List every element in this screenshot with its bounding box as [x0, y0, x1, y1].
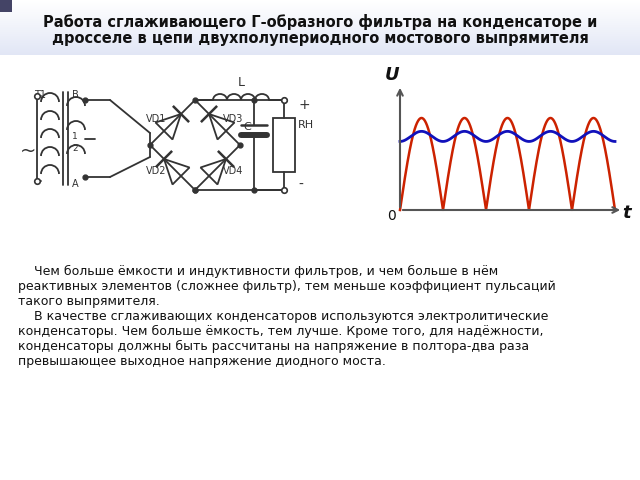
Text: превышающее выходное напряжение диодного моста.: превышающее выходное напряжение диодного…	[18, 355, 386, 368]
Text: -: -	[298, 178, 303, 192]
Bar	[0, 33, 640, 34]
Bar	[0, 24, 640, 25]
Bar	[0, 4, 640, 5]
Bar	[0, 52, 640, 53]
Bar	[0, 47, 640, 48]
Bar	[0, 31, 640, 32]
Text: конденсаторы. Чем больше ёмкость, тем лучше. Кроме того, для надёжности,: конденсаторы. Чем больше ёмкость, тем лу…	[18, 325, 543, 338]
Text: Работа сглаживающего Г-образного фильтра на конденсаторе и: Работа сглаживающего Г-образного фильтра…	[43, 14, 597, 30]
Bar	[0, 41, 640, 42]
Text: VD3: VD3	[223, 113, 244, 123]
Text: 1: 1	[72, 132, 77, 141]
Bar	[0, 48, 640, 49]
Text: В качестве сглаживающих конденсаторов используются электролитические: В качестве сглаживающих конденсаторов ис…	[18, 310, 548, 323]
Bar	[0, 49, 640, 50]
Text: Чем больше ёмкости и индуктивности фильтров, и чем больше в нём: Чем больше ёмкости и индуктивности фильт…	[18, 265, 499, 278]
Bar	[0, 2, 640, 3]
Bar	[0, 1, 640, 2]
Text: C: C	[243, 122, 251, 132]
Text: 0: 0	[388, 209, 396, 223]
Bar	[0, 29, 640, 30]
Text: T1: T1	[34, 90, 46, 100]
Bar	[0, 10, 640, 11]
Bar	[0, 50, 640, 51]
Bar	[0, 40, 640, 41]
Bar	[0, 6, 640, 7]
Bar	[0, 26, 640, 27]
Bar	[0, 14, 640, 15]
Text: ~: ~	[20, 142, 36, 161]
Bar	[0, 36, 640, 37]
Bar	[0, 17, 640, 18]
Text: VD1: VD1	[147, 113, 166, 123]
Bar	[0, 55, 640, 480]
Text: A: A	[72, 179, 79, 189]
Bar	[0, 46, 640, 47]
Text: такого выпрямителя.: такого выпрямителя.	[18, 295, 160, 308]
Bar	[0, 32, 640, 33]
Bar	[0, 39, 640, 40]
Text: t: t	[623, 204, 631, 222]
Text: дросселе в цепи двухполупериодного мостового выпрямителя: дросселе в цепи двухполупериодного мосто…	[52, 31, 588, 46]
Bar	[0, 45, 640, 46]
Bar	[0, 44, 640, 45]
Text: конденсаторы должны быть рассчитаны на напряжение в полтора-два раза: конденсаторы должны быть рассчитаны на н…	[18, 340, 529, 353]
Bar	[0, 42, 640, 43]
Bar	[0, 27, 640, 28]
Bar	[0, 3, 640, 4]
Bar	[0, 43, 640, 44]
Bar	[0, 16, 640, 17]
Bar	[0, 7, 640, 8]
Text: VD2: VD2	[147, 167, 167, 177]
Bar	[0, 0, 640, 1]
Text: U: U	[385, 66, 399, 84]
Bar	[0, 12, 640, 13]
Text: реактивных элементов (сложнее фильтр), тем меньше коэффициент пульсаций: реактивных элементов (сложнее фильтр), т…	[18, 280, 556, 293]
Bar	[0, 18, 640, 19]
Bar	[0, 19, 640, 20]
Bar	[0, 38, 640, 39]
Bar	[0, 37, 640, 38]
Bar	[0, 11, 640, 12]
Bar	[0, 22, 640, 23]
Text: L: L	[237, 76, 244, 89]
Bar	[0, 21, 640, 22]
Bar	[273, 118, 295, 172]
Bar	[0, 25, 640, 26]
Bar	[0, 5, 640, 6]
Bar	[0, 9, 640, 10]
Bar	[0, 0, 12, 12]
Bar	[0, 23, 640, 24]
Text: B: B	[72, 90, 79, 100]
Bar	[0, 20, 640, 21]
Bar	[0, 54, 640, 55]
Bar	[0, 34, 640, 35]
Bar	[0, 53, 640, 54]
Bar	[0, 15, 640, 16]
Text: +: +	[298, 98, 310, 112]
Bar	[0, 30, 640, 31]
Bar	[0, 13, 640, 14]
Text: 2: 2	[72, 144, 77, 153]
Bar	[0, 28, 640, 29]
Bar	[0, 35, 640, 36]
Bar	[0, 51, 640, 52]
Bar	[0, 8, 640, 9]
Text: RH: RH	[298, 120, 314, 130]
Text: VD4: VD4	[223, 167, 244, 177]
